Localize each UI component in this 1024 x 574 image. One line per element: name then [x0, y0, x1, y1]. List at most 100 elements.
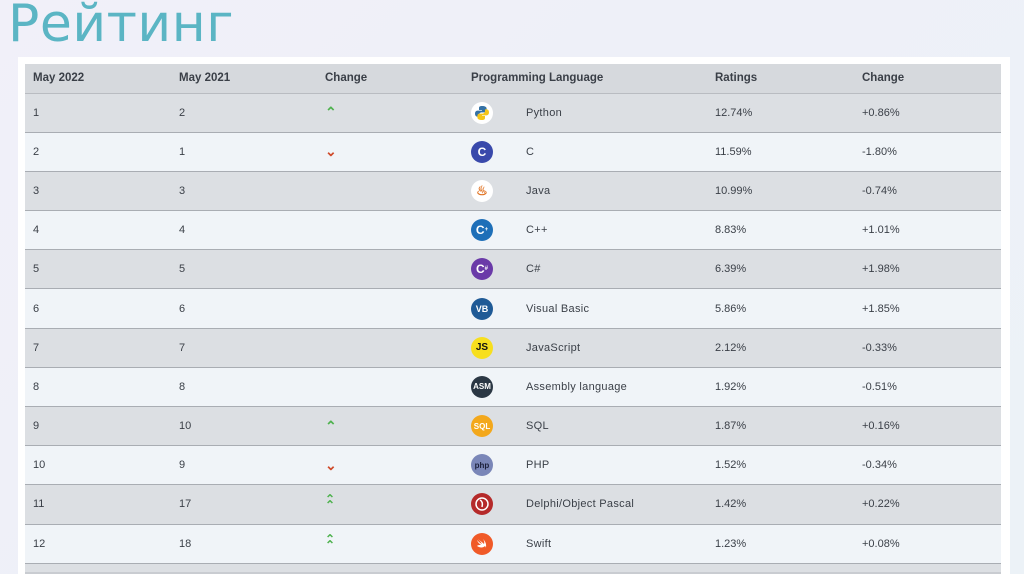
rank-change-cell [317, 210, 463, 251]
language-name: C# [526, 263, 541, 276]
table-row[interactable]: 6 6 VB Visual Basic 5.86% +1.85% [25, 288, 1001, 329]
rating-change: -0.74% [854, 171, 1001, 212]
rank-2022: 9 [25, 406, 171, 447]
table-row[interactable]: 1 2 ⌃ Python 12.74% +0.86% [25, 93, 1001, 133]
rank-2022: 2 [25, 132, 171, 172]
header-ratings[interactable]: Ratings [707, 64, 854, 94]
table-row[interactable]: 12 18 ⌃ ⌃ Swift 1.23% +0.08% [25, 524, 1001, 564]
visual-basic-icon: VB [471, 297, 493, 320]
rating-value: 11.59% [707, 132, 854, 172]
language-cell: ASM Assembly language [463, 367, 707, 408]
rank-2022: 4 [25, 210, 171, 251]
rank-2022: 3 [25, 171, 171, 212]
rating-value: 8.83% [707, 210, 854, 251]
language-cell: VB Visual Basic [463, 288, 707, 329]
rank-change-cell [317, 171, 463, 212]
rating-change: +0.22% [854, 484, 1001, 525]
javascript-icon: JS [471, 336, 493, 359]
rank-change-cell [317, 249, 463, 290]
rank-2021: 8 [171, 367, 317, 408]
rank-2022: 10 [25, 445, 171, 486]
language-cell: JS JavaScript [463, 328, 707, 368]
sql-icon: SQL [471, 415, 493, 438]
double-arrow-up-icon: ⌃ ⌃ [325, 531, 336, 552]
language-name: Swift [526, 537, 552, 550]
rank-2022: 5 [25, 249, 171, 290]
rank-2021: 4 [171, 210, 317, 251]
rating-value: 1.23% [707, 524, 854, 564]
table-row[interactable]: 9 10 ⌃ SQL SQL 1.87% +0.16% [25, 406, 1001, 447]
rating-value: 1.42% [707, 484, 854, 525]
header-change[interactable]: Change [317, 64, 463, 94]
rank-change-cell [317, 328, 463, 368]
language-cell: Swift [463, 524, 707, 564]
rank-2021: 3 [171, 171, 317, 212]
rank-change-cell: ⌃ [317, 93, 463, 133]
header-ratings-change[interactable]: Change [854, 64, 1001, 94]
language-name: C++ [526, 224, 548, 237]
table-footer-strip [25, 563, 1001, 572]
table-row[interactable]: 2 1 ⌄ C C 11.59% -1.80% [25, 132, 1001, 172]
rank-2021: 1 [171, 132, 317, 172]
double-arrow-up-icon: ⌃ ⌃ [325, 492, 336, 513]
language-name: Assembly language [526, 380, 628, 393]
swift-icon [471, 532, 493, 555]
rank-2021: 6 [171, 288, 317, 329]
table-row[interactable]: 5 5 C # C# 6.39% +1.98% [25, 249, 1001, 290]
rating-change: +1.01% [854, 210, 1001, 251]
header-may-2022[interactable]: May 2022 [25, 64, 171, 94]
python-icon [471, 101, 493, 124]
c-icon: C [471, 140, 493, 163]
rating-change: -0.33% [854, 328, 1001, 368]
rating-change: +0.86% [854, 93, 1001, 133]
header-may-2021[interactable]: May 2021 [171, 64, 317, 94]
rank-2021: 5 [171, 249, 317, 290]
language-name: PHP [526, 459, 550, 472]
table-row[interactable]: 3 3 ♨ Java 10.99% -0.74% [25, 171, 1001, 212]
rank-2021: 18 [171, 524, 317, 564]
rating-change: +1.98% [854, 249, 1001, 290]
arrow-up-icon: ⌃ [325, 417, 337, 434]
arrow-up-icon: ⌃ [325, 104, 337, 121]
php-icon: php [471, 454, 493, 477]
rating-change: -0.34% [854, 445, 1001, 486]
language-cell: ♨ Java [463, 171, 707, 212]
rank-2022: 12 [25, 524, 171, 564]
language-cell: SQL SQL [463, 406, 707, 447]
rating-change: +0.08% [854, 524, 1001, 564]
table-row[interactable]: 7 7 JS JavaScript 2.12% -0.33% [25, 328, 1001, 368]
table-row[interactable]: 4 4 C + C++ 8.83% +1.01% [25, 210, 1001, 251]
language-name: C [526, 145, 535, 158]
rating-value: 1.87% [707, 406, 854, 447]
rank-2022: 6 [25, 288, 171, 329]
table-header-row: May 2022 May 2021 Change Programming Lan… [25, 64, 1001, 94]
rank-change-cell [317, 367, 463, 408]
cpp-icon: C + [471, 219, 493, 242]
assembly-icon: ASM [471, 375, 493, 398]
rating-value: 12.74% [707, 93, 854, 133]
language-name: JavaScript [526, 341, 581, 354]
rank-2022: 8 [25, 367, 171, 408]
page-title: Рейтинг [8, 0, 235, 54]
table-body: 1 2 ⌃ Python 12.74% +0.86% 2 1 ⌄ C C 11.59% -1.80% 3 3… [25, 93, 1001, 564]
language-name: Python [526, 106, 563, 119]
table-row[interactable]: 11 17 ⌃ ⌃ Delphi/Object Pascal 1.42% +0.22% [25, 484, 1001, 525]
header-programming-language[interactable]: Programming Language [463, 64, 707, 94]
arrow-down-icon: ⌄ [325, 456, 337, 473]
rank-change-cell: ⌄ [317, 132, 463, 172]
ranking-table: May 2022 May 2021 Change Programming Lan… [25, 64, 1001, 564]
rating-change: -0.51% [854, 367, 1001, 408]
rating-value: 5.86% [707, 288, 854, 329]
rank-change-cell: ⌃ ⌃ [317, 484, 463, 525]
rank-2021: 10 [171, 406, 317, 447]
rating-change: -1.80% [854, 132, 1001, 172]
rating-value: 6.39% [707, 249, 854, 290]
rating-value: 1.92% [707, 367, 854, 408]
rating-value: 10.99% [707, 171, 854, 212]
rank-2021: 2 [171, 93, 317, 133]
csharp-icon: C # [471, 258, 493, 281]
table-row[interactable]: 10 9 ⌄ php PHP 1.52% -0.34% [25, 445, 1001, 486]
rating-change: +1.85% [854, 288, 1001, 329]
table-row[interactable]: 8 8 ASM Assembly language 1.92% -0.51% [25, 367, 1001, 408]
